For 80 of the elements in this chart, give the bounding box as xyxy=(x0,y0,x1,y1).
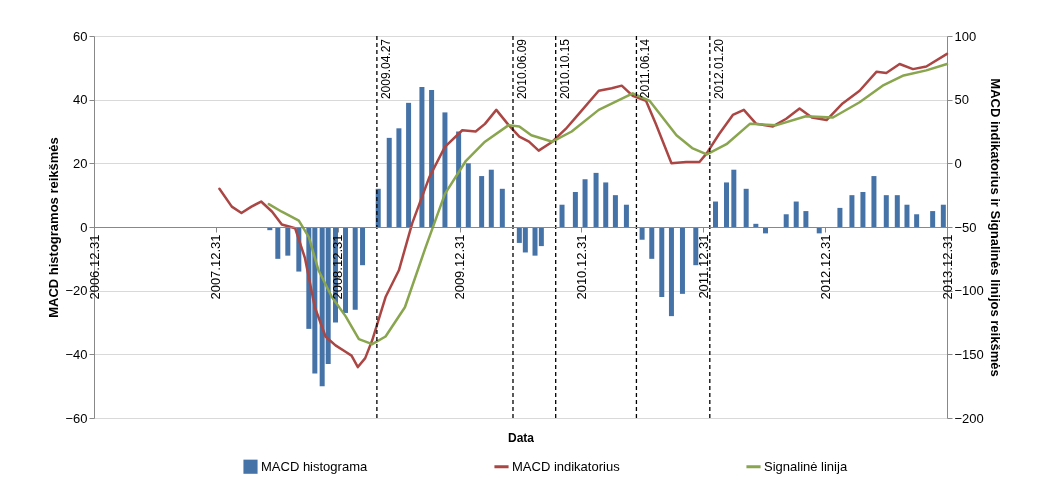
bar xyxy=(860,191,866,227)
ref-line-label: 2011.06.14 xyxy=(638,38,653,99)
bar xyxy=(871,176,877,227)
legend-label: MACD histograma xyxy=(261,458,368,474)
bar xyxy=(488,169,494,227)
bar xyxy=(668,227,674,317)
bar xyxy=(465,163,471,227)
y-tick-label: 20 xyxy=(73,155,88,171)
y-tick-label: 60 xyxy=(73,28,88,44)
bar xyxy=(419,86,425,227)
bar xyxy=(793,201,799,227)
bar xyxy=(499,188,505,227)
bar xyxy=(837,207,843,227)
bar xyxy=(612,195,618,227)
bar xyxy=(659,227,665,298)
y-tick-label: −40 xyxy=(65,346,88,362)
x-tick-label: 2006.12.31 xyxy=(86,234,102,300)
x-tick-label: 2008.12.31 xyxy=(330,234,346,300)
bar xyxy=(649,227,655,259)
x-axis-title: Data xyxy=(507,430,535,445)
bar xyxy=(679,227,685,294)
x-tick-label: 2009.12.31 xyxy=(452,234,468,300)
y2-tick-label: −100 xyxy=(954,283,984,299)
bar xyxy=(849,195,855,227)
ref-line-label: 2010.10.15 xyxy=(557,38,572,100)
bar xyxy=(723,182,729,227)
x-tick-label: 2013.12.31 xyxy=(939,234,955,300)
y-tick-label: 40 xyxy=(73,92,88,108)
y2-tick-label: 0 xyxy=(954,155,962,171)
bar xyxy=(572,191,578,227)
bar xyxy=(352,227,358,310)
bar xyxy=(285,227,291,256)
bar xyxy=(593,172,599,227)
bar xyxy=(396,128,402,227)
bar xyxy=(559,204,565,227)
bar xyxy=(803,211,809,227)
bar xyxy=(940,204,946,227)
bar xyxy=(623,204,629,227)
bar xyxy=(731,169,737,227)
bar xyxy=(442,112,448,227)
bar xyxy=(360,227,366,266)
ref-line-label: 2010.06.09 xyxy=(514,38,529,100)
bar xyxy=(894,195,900,227)
bar xyxy=(406,102,412,227)
bar xyxy=(914,214,920,227)
bar xyxy=(582,179,588,227)
ref-line-label: 2009.04.27 xyxy=(378,38,393,100)
y2-tick-label: −150 xyxy=(954,346,984,362)
y-axis-title: MACD histogramos reikšmės xyxy=(46,137,62,318)
bar xyxy=(693,227,699,266)
bar xyxy=(639,227,645,240)
x-tick-label: 2007.12.31 xyxy=(208,234,224,300)
x-tick-label: 2010.12.31 xyxy=(573,234,589,300)
bar xyxy=(743,188,749,227)
legend-label: MACD indikatorius xyxy=(512,458,621,474)
bar xyxy=(429,90,435,227)
bar xyxy=(275,227,281,259)
legend-label: Signalinė linija xyxy=(764,458,848,474)
bar xyxy=(479,176,485,227)
bar xyxy=(343,227,349,313)
bar xyxy=(783,214,789,227)
bar xyxy=(904,204,910,227)
ref-line-label: 2012.01.20 xyxy=(711,38,726,100)
x-tick-label: 2011.12.31 xyxy=(695,234,711,299)
y2-axis-title: MACD indikatorius ir Signalinės linijos reikšmės xyxy=(987,78,1003,377)
y-tick-label: 0 xyxy=(80,219,88,235)
bar xyxy=(753,223,759,227)
y2-tick-label: 100 xyxy=(954,28,977,44)
bar xyxy=(712,201,718,227)
y-tick-label: −60 xyxy=(65,410,88,426)
y2-tick-label: −200 xyxy=(954,410,984,426)
bar xyxy=(603,182,609,227)
bar xyxy=(930,211,936,227)
y-tick-label: −20 xyxy=(65,283,88,299)
y2-tick-label: −50 xyxy=(954,219,977,235)
y2-tick-label: 50 xyxy=(954,92,969,108)
bar xyxy=(386,137,392,227)
bar xyxy=(456,131,462,227)
x-tick-label: 2012.12.31 xyxy=(817,234,833,300)
bar xyxy=(883,195,889,227)
